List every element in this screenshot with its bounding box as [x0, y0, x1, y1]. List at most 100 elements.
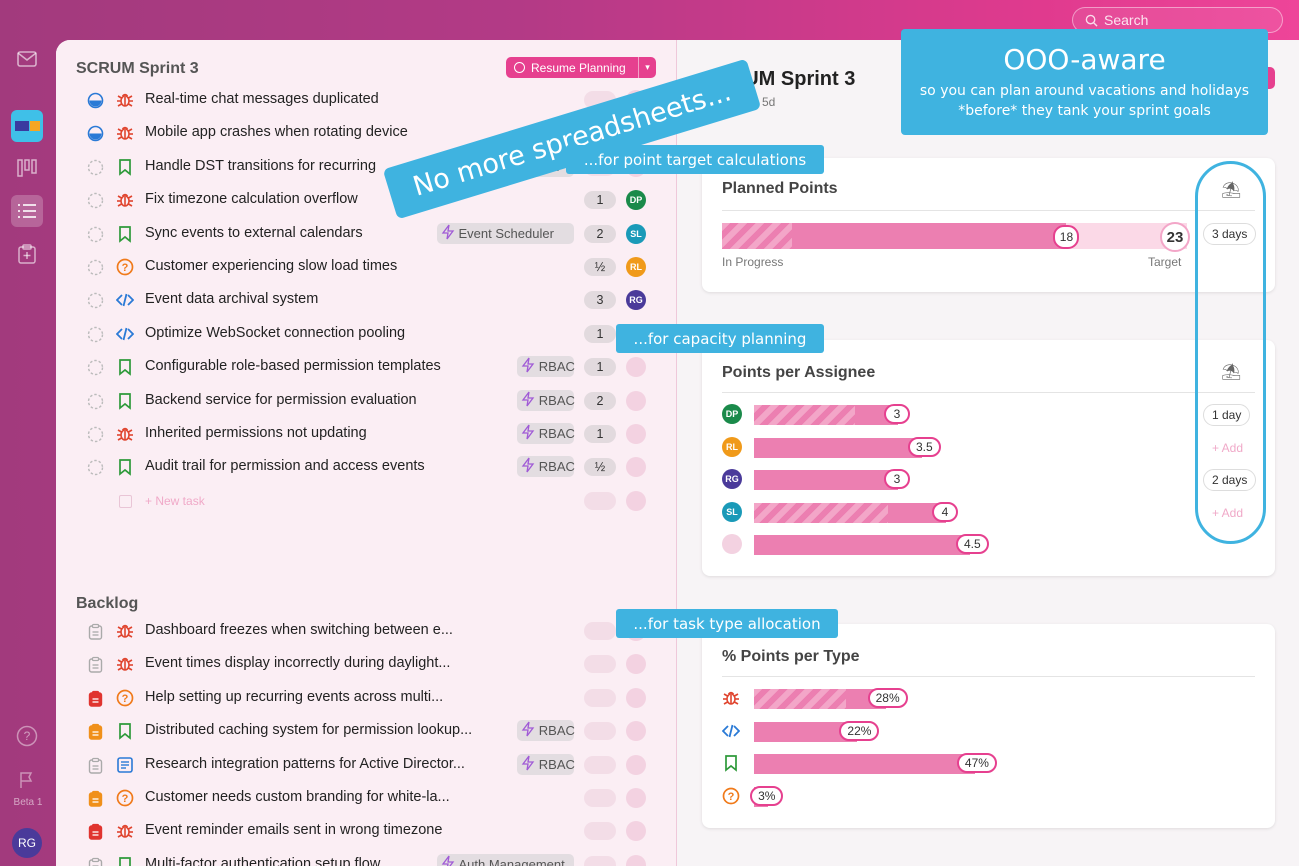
epic-tag[interactable]: RBAC — [516, 389, 575, 411]
task-row[interactable]: Configurable role-based permission templ… — [56, 351, 677, 384]
epic-tag[interactable]: Auth Management — [436, 853, 574, 866]
list-icon[interactable] — [11, 195, 43, 227]
new-task-points[interactable] — [584, 492, 616, 510]
search-input[interactable]: Search — [1072, 7, 1283, 33]
task-title[interactable]: Fix timezone calculation overflow — [145, 191, 358, 208]
task-title[interactable]: Event reminder emails sent in wrong time… — [145, 822, 443, 839]
task-row[interactable]: Event data archival system 3 RG — [56, 284, 677, 317]
task-title[interactable]: Optimize WebSocket connection pooling — [145, 324, 406, 341]
assignee-avatar[interactable] — [626, 457, 646, 478]
status-icon[interactable] — [87, 757, 104, 774]
task-row[interactable]: Optimize WebSocket connection pooling 1 — [56, 318, 677, 351]
task-title[interactable]: Mobile app crashes when rotating device — [145, 124, 408, 141]
task-title[interactable]: Audit trail for permission and access ev… — [145, 458, 425, 475]
task-row[interactable]: Event times display incorrectly during d… — [56, 648, 677, 681]
status-icon[interactable] — [87, 259, 104, 276]
user-avatar[interactable]: RG — [12, 828, 42, 858]
status-icon[interactable] — [87, 656, 104, 674]
workspace-logo[interactable] — [11, 110, 43, 142]
clipboard-add-icon[interactable] — [11, 238, 43, 270]
task-title[interactable]: Multi-factor authentication setup flow — [145, 855, 381, 866]
inbox-icon[interactable] — [11, 43, 43, 75]
beta-flag-icon[interactable] — [11, 764, 43, 796]
task-title[interactable]: Backend service for permission evaluatio… — [145, 391, 417, 408]
epic-tag[interactable]: RBAC — [516, 356, 575, 378]
story-points[interactable] — [584, 855, 616, 866]
assignee-avatar[interactable] — [626, 754, 646, 775]
story-points[interactable] — [584, 722, 616, 741]
assignee-avatar[interactable] — [626, 721, 646, 742]
resume-planning-button[interactable]: Resume Planning ▾ — [506, 57, 656, 78]
task-title[interactable]: Handle DST transitions for recurring — [145, 157, 377, 174]
story-points[interactable]: 1 — [584, 191, 616, 210]
status-icon[interactable] — [87, 823, 104, 841]
status-icon[interactable] — [87, 690, 104, 707]
assignee-avatar[interactable] — [626, 390, 646, 411]
epic-tag[interactable]: RBAC — [516, 753, 575, 775]
status-icon[interactable] — [87, 459, 104, 476]
board-icon[interactable] — [11, 152, 43, 184]
status-icon[interactable] — [87, 159, 104, 176]
story-points[interactable]: 2 — [584, 391, 616, 410]
task-row[interactable]: Multi-factor authentication setup flow Au… — [56, 849, 677, 866]
story-points[interactable]: 2 — [584, 224, 616, 243]
story-points[interactable]: 3 — [584, 291, 616, 310]
assignee-avatar[interactable] — [626, 654, 646, 675]
new-task-assignee[interactable] — [626, 491, 646, 511]
story-points[interactable] — [584, 655, 616, 674]
new-task-row[interactable]: + New task — [56, 485, 677, 518]
task-title[interactable]: Dashboard freezes when switching between… — [145, 622, 453, 638]
task-title[interactable]: Event times display incorrectly during d… — [145, 655, 451, 672]
help-icon[interactable]: ? — [11, 720, 43, 752]
assignee-avatar[interactable]: RL — [626, 257, 646, 277]
status-icon[interactable] — [87, 192, 104, 209]
story-points[interactable] — [584, 688, 616, 707]
task-row[interactable]: ? Help setting up recurring events across… — [56, 682, 677, 715]
assignee-avatar[interactable] — [626, 424, 646, 444]
status-icon[interactable] — [87, 92, 104, 109]
story-points[interactable] — [584, 755, 616, 774]
task-row[interactable]: ? Customer experiencing slow load times ½ R… — [56, 251, 677, 284]
assignee-avatar[interactable] — [626, 821, 646, 842]
assignee-avatar[interactable] — [626, 687, 646, 708]
status-icon[interactable] — [87, 790, 104, 807]
story-points[interactable] — [584, 822, 616, 841]
chevron-down-icon[interactable]: ▾ — [638, 57, 656, 78]
assignee-days-pill[interactable]: 1 day — [1203, 404, 1251, 426]
assignee-avatar[interactable]: RG — [626, 290, 646, 311]
planned-days-pill[interactable]: 3 days — [1203, 223, 1257, 245]
epic-tag[interactable]: RBAC — [516, 720, 575, 742]
status-icon[interactable] — [87, 226, 104, 243]
task-row[interactable]: Event reminder emails sent in wrong time… — [56, 815, 677, 848]
task-title[interactable]: Sync events to external calendars — [145, 224, 363, 241]
task-row[interactable]: Backend service for permission evaluatio… — [56, 385, 677, 418]
assignee-days-pill[interactable]: 2 days — [1203, 469, 1257, 491]
task-row[interactable]: Fix timezone calculation overflow 1 DP — [56, 184, 677, 217]
status-icon[interactable] — [87, 623, 104, 640]
task-title[interactable]: Customer needs custom branding for white… — [145, 789, 450, 805]
story-points[interactable] — [584, 622, 616, 640]
status-icon[interactable] — [87, 326, 104, 343]
story-points[interactable]: ½ — [584, 458, 616, 477]
task-title[interactable]: Help setting up recurring events across … — [145, 688, 444, 705]
status-icon[interactable] — [87, 292, 104, 309]
assignee-avatar[interactable] — [626, 854, 646, 866]
task-title[interactable]: Distributed caching system for permissio… — [145, 722, 473, 739]
task-title[interactable]: Event data archival system — [145, 291, 319, 308]
epic-tag[interactable]: RBAC — [516, 423, 575, 444]
assignee-avatar[interactable] — [626, 357, 646, 378]
task-title[interactable]: Configurable role-based permission templ… — [145, 358, 441, 375]
assignee-avatar[interactable]: SL — [626, 223, 646, 244]
status-icon[interactable] — [87, 426, 104, 443]
assignee-avatar[interactable]: DP — [626, 190, 646, 211]
task-title[interactable]: Inherited permissions not updating — [145, 425, 367, 441]
status-icon[interactable] — [87, 393, 104, 410]
task-row[interactable]: ? Customer needs custom branding for whit… — [56, 782, 677, 815]
task-row[interactable]: Inherited permissions not updating RBAC 1 — [56, 418, 677, 451]
story-points[interactable]: ½ — [584, 258, 616, 276]
task-row[interactable]: Audit trail for permission and access ev… — [56, 451, 677, 484]
status-icon[interactable] — [87, 857, 104, 866]
status-icon[interactable] — [87, 723, 104, 740]
task-row[interactable]: Dashboard freezes when switching between… — [56, 615, 677, 648]
status-icon[interactable] — [87, 359, 104, 376]
